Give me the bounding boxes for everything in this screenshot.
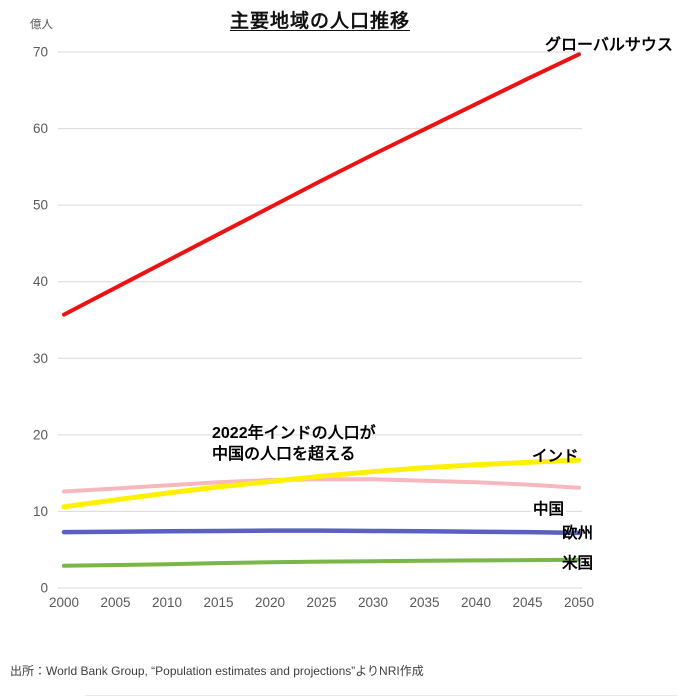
x-tick-label-2035: 2035 <box>409 595 439 610</box>
y-tick-label-20: 20 <box>33 427 48 442</box>
series-label-global-south: グローバルサウス <box>545 37 673 54</box>
x-tick-label-2020: 2020 <box>255 595 285 610</box>
chart-title: 主要地域の人口推移 <box>229 11 410 32</box>
y-tick-label-50: 50 <box>33 198 48 213</box>
crossover-annotation-line2: 中国の人口を超える <box>212 446 356 463</box>
x-tick-label-2005: 2005 <box>100 595 130 610</box>
x-tick-label-2010: 2010 <box>152 595 182 610</box>
y-axis-unit-label: 億人 <box>30 19 53 31</box>
series-label-china: 中国 <box>531 497 567 519</box>
x-tick-label-2015: 2015 <box>203 595 233 610</box>
series-line-global-south <box>62 52 581 317</box>
y-tick-label-70: 70 <box>33 45 48 60</box>
x-tick-label-2025: 2025 <box>306 595 336 610</box>
y-tick-label-0: 0 <box>40 581 48 596</box>
series-line-europe <box>61 528 582 536</box>
series-line-usa <box>62 557 581 568</box>
crossover-annotation-line1: 2022年インドの人口が <box>212 425 376 442</box>
series-line-china <box>62 477 581 494</box>
series-line-india <box>61 457 582 510</box>
crossover-annotation: 2022年インドの人口が 中国の人口を超える <box>212 423 376 465</box>
x-tick-label-2000: 2000 <box>49 595 79 610</box>
series-label-usa: 米国 <box>562 555 594 572</box>
y-tick-label-10: 10 <box>33 504 48 519</box>
x-tick-label-2045: 2045 <box>512 595 542 610</box>
x-tick-label-2030: 2030 <box>358 595 388 610</box>
y-tick-label-40: 40 <box>33 274 48 289</box>
y-tick-label-30: 30 <box>33 351 48 366</box>
x-tick-label-2040: 2040 <box>461 595 491 610</box>
x-tick-label-2050: 2050 <box>564 595 594 610</box>
footer-divider <box>85 695 677 696</box>
source-attribution: 出所：World Bank Group, “Population estimat… <box>10 664 424 678</box>
series-label-europe: 欧州 <box>562 525 594 542</box>
series-label-india: インド <box>532 448 579 465</box>
y-tick-label-60: 60 <box>33 121 48 136</box>
